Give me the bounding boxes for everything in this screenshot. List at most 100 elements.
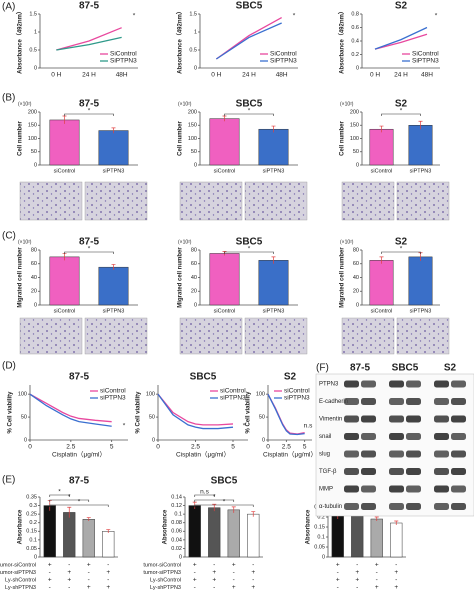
x-tick-label: 0 (266, 444, 270, 451)
condition-sign: - (107, 577, 109, 584)
y-tick-label: 100 (28, 136, 37, 142)
significance: * (223, 499, 226, 506)
chart-title: 87-5 (79, 99, 99, 110)
series-line (374, 33, 428, 50)
legend-label: siPTPN3 (220, 395, 246, 402)
legend-label: SiPTPN3 (270, 58, 297, 65)
blot-band (361, 485, 376, 493)
significance-bracket (194, 504, 254, 507)
chart-title: 87-5 (69, 372, 89, 383)
y-tick-label: 0.15 (26, 529, 37, 535)
condition-sign: - (376, 569, 378, 576)
blot-band (406, 468, 421, 475)
series-line (56, 27, 122, 51)
blot-row-label: E-cadherin (319, 399, 348, 405)
blot-band (344, 485, 359, 493)
micrograph (179, 317, 243, 355)
y-tick-label: 0.8 (351, 11, 359, 17)
bar (209, 253, 240, 306)
series-line (29, 393, 112, 423)
y-tick-label: 0.14 (171, 494, 182, 500)
y-tick-label: 0.3 (29, 503, 37, 509)
y-tick-label: 200 (188, 109, 197, 115)
y-tick-label: 0.02 (171, 546, 182, 552)
blot-row-label: MMP (319, 487, 333, 493)
bar (98, 266, 129, 306)
condition-sign: - (252, 577, 254, 584)
bar (369, 128, 394, 166)
x-tick-label: siControl (371, 168, 393, 174)
blot-row-label: PTPN3 (319, 382, 339, 388)
y-axis-label: Migrated cell number (18, 247, 24, 308)
bar (49, 256, 80, 306)
x-tick-label: siControl (214, 308, 236, 314)
y-axis-label: Absorbance (163, 509, 169, 544)
y-axis-label: Absorbance (18, 509, 24, 544)
y-tick-label: 0 (34, 162, 37, 168)
significance-bracket (49, 499, 90, 502)
bar (43, 505, 56, 558)
blot-band (344, 503, 359, 510)
condition-label: Ly-shControl (5, 577, 36, 583)
blot-band (344, 398, 359, 405)
micrograph (396, 181, 450, 221)
blot-band (344, 380, 359, 388)
condition-sign: + (212, 577, 216, 584)
bar (258, 260, 289, 306)
significance: * (435, 13, 438, 20)
micrograph (396, 317, 450, 355)
y-tick-label: 0 (34, 554, 37, 560)
y-tick-label: 60 (353, 261, 359, 267)
condition-sign: - (49, 584, 51, 591)
x-tick-label: 2.5 (66, 444, 75, 451)
y-tick-label: 1 (194, 29, 197, 35)
panel-label: (E) (2, 475, 15, 486)
micrograph (19, 181, 83, 221)
bar (209, 118, 240, 166)
blot-band (406, 380, 421, 388)
micrograph (179, 181, 243, 221)
blot-band (451, 415, 466, 423)
blot-band (451, 380, 466, 388)
y-tick-label: 150 (350, 123, 359, 129)
y-tick-label: 1 (34, 29, 37, 35)
chart-title: 87-5 (79, 1, 99, 12)
blot-row-label: TGF-β (319, 469, 337, 475)
blot-band (451, 503, 466, 510)
significance: * (88, 108, 91, 115)
y-tick-label: 100 (146, 392, 155, 398)
x-axis-label: Cisplatin（μg/ml） (52, 451, 106, 459)
bar (227, 509, 240, 558)
series-line (56, 36, 122, 51)
blot-row-label: slug (319, 452, 330, 458)
x-tick-label: 48H (421, 72, 433, 79)
y-tick-label: 0 (194, 65, 197, 71)
blot-band (451, 433, 466, 440)
x-tick-label: siPTPN3 (103, 168, 125, 174)
unit-note: (×10²) (340, 101, 354, 107)
y-axis-label: Absorbance（492nm） (338, 8, 346, 74)
y-tick-label: 0.05 (26, 546, 37, 552)
legend-label: siControl (100, 388, 126, 395)
micrograph (84, 317, 148, 355)
chart-title: S2 (395, 1, 408, 12)
bar (208, 507, 221, 558)
condition-sign: - (88, 577, 90, 584)
significance: * (213, 494, 216, 501)
y-tick-label: 100 (18, 392, 27, 398)
condition-sign: + (48, 577, 52, 584)
x-tick-label: siControl (54, 168, 76, 174)
panel-label: (A) (2, 2, 15, 13)
blot-row-label: snail (319, 434, 331, 440)
significance-bracket (224, 251, 274, 254)
significance: * (58, 489, 61, 496)
x-tick-label: 48H (116, 72, 128, 79)
blot-band (434, 485, 449, 493)
blot-band (389, 450, 404, 458)
micrograph (341, 317, 395, 355)
blot-band (344, 415, 359, 423)
significance: * (78, 499, 81, 506)
legend-label: SiPTPN3 (412, 58, 439, 65)
blot-band (406, 415, 421, 423)
bar (408, 256, 433, 306)
